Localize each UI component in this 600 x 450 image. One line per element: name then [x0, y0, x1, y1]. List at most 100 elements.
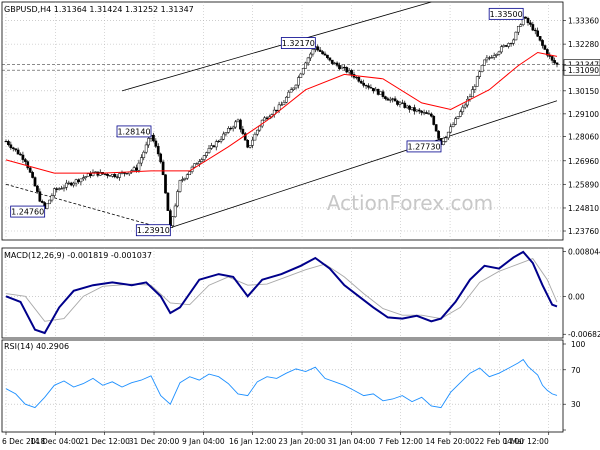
- candle-body: [282, 102, 286, 106]
- candle-body: [91, 172, 95, 176]
- candle-body: [485, 57, 489, 61]
- candle-body: [475, 76, 479, 87]
- candle-body: [69, 182, 73, 186]
- candle-body: [234, 121, 237, 128]
- candle-body: [326, 54, 329, 59]
- candle-body: [449, 126, 453, 133]
- candle-body: [509, 43, 513, 45]
- candle-body: [425, 112, 428, 114]
- candle-body: [318, 49, 322, 52]
- candle-body: [524, 16, 527, 19]
- candle-body: [429, 113, 433, 117]
- trendlines: [5, 1, 558, 229]
- candle-body: [514, 31, 518, 41]
- candle-body: [185, 174, 189, 179]
- candle-body: [442, 141, 445, 145]
- candle-body: [454, 118, 457, 125]
- candle-body: [553, 60, 556, 64]
- candle-body: [156, 146, 160, 155]
- candle-body: [444, 137, 448, 142]
- candle-body: [139, 157, 143, 164]
- candle-body: [379, 91, 382, 95]
- candle-body: [396, 100, 399, 105]
- candle-body: [19, 153, 22, 156]
- candle-body: [333, 62, 337, 64]
- price-tick-label: 1.31090: [568, 66, 599, 75]
- candle-body: [7, 141, 10, 145]
- candle-body: [403, 102, 407, 108]
- rsi-pane-lines: [5, 358, 558, 409]
- candle-body: [178, 180, 182, 192]
- candle-body: [280, 104, 283, 106]
- candle-body: [14, 148, 18, 151]
- price-label-text: 1.33500: [490, 10, 523, 19]
- candle-body: [536, 30, 540, 37]
- candle-body: [86, 173, 90, 177]
- candle-body: [533, 29, 537, 32]
- candle-body: [9, 144, 13, 149]
- candle-body: [405, 105, 409, 108]
- candle-body: [417, 109, 421, 112]
- candle-body: [359, 81, 363, 84]
- price-label-text: 1.23910: [137, 226, 170, 235]
- trendline: [170, 100, 558, 229]
- candle-body: [40, 201, 44, 203]
- candle-body: [173, 205, 177, 217]
- candle-body: [118, 173, 121, 178]
- candle-body: [381, 91, 385, 97]
- candle-body: [94, 171, 97, 173]
- candle-body: [516, 25, 520, 33]
- price-label-box: [116, 125, 152, 138]
- candle-body: [502, 45, 506, 47]
- candle-body: [96, 171, 100, 176]
- candle-body: [115, 176, 119, 178]
- candle-body: [152, 134, 155, 142]
- candle-body: [207, 148, 211, 153]
- candle-body: [217, 140, 221, 143]
- candle-body: [434, 124, 438, 132]
- candle-body: [541, 40, 544, 46]
- candle-body: [512, 39, 515, 44]
- candle-body: [301, 68, 305, 75]
- price-pane-title: GBPUSD,H4 1.31364 1.31424 1.31252 1.3134…: [4, 5, 194, 14]
- candle-body: [497, 51, 501, 55]
- candle-body: [176, 191, 179, 207]
- candle-body: [193, 163, 196, 168]
- moving-average: [5, 51, 558, 174]
- candle-body: [214, 141, 218, 148]
- candle-body: [45, 203, 49, 209]
- macd-pane-lines: [5, 250, 558, 335]
- candle-body: [529, 22, 532, 25]
- candle-body: [125, 173, 129, 175]
- candle-body: [357, 77, 361, 82]
- candle-body: [466, 98, 469, 106]
- candle-body: [507, 43, 511, 47]
- candle-body: [135, 167, 138, 171]
- candle-body: [183, 177, 187, 180]
- candle-body: [275, 109, 279, 111]
- candle-body: [226, 128, 230, 133]
- candle-body: [132, 167, 136, 171]
- candle-body: [224, 132, 228, 135]
- watermark-text: ActionForex.com: [327, 191, 493, 215]
- candle-body: [142, 151, 146, 158]
- rsi-tick-label: 100: [571, 340, 586, 349]
- price-tick-label: 1.23760: [568, 227, 599, 236]
- candle-body: [263, 117, 266, 121]
- candle-body: [258, 125, 262, 131]
- candle-body: [166, 192, 170, 211]
- price-label-box: [406, 140, 442, 153]
- candle-body: [408, 105, 411, 110]
- candle-body: [526, 18, 530, 24]
- trendline: [121, 1, 432, 92]
- candle-body: [299, 73, 303, 78]
- candle-body: [328, 57, 332, 61]
- candle-body: [11, 147, 15, 149]
- candle-body: [21, 154, 25, 160]
- candle-body: [210, 145, 213, 149]
- candle-body: [471, 89, 474, 98]
- candle-body: [265, 117, 269, 120]
- price-tick-label: 1.29100: [568, 110, 599, 119]
